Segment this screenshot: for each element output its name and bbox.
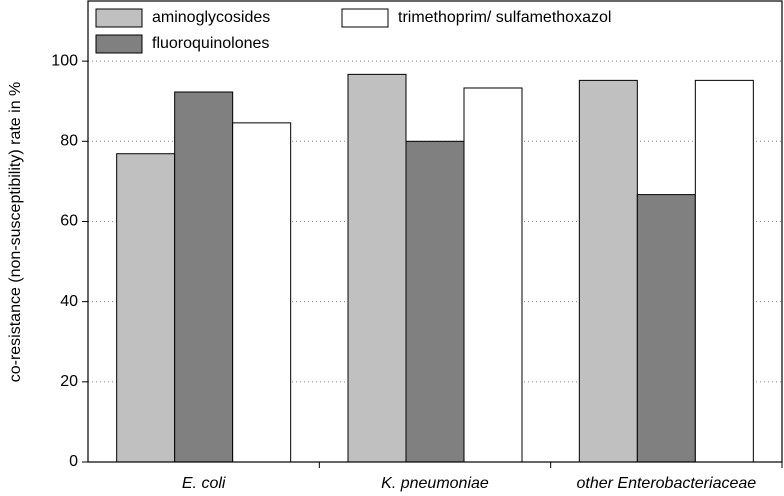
legend-label: trimethoprim/ sulfamethoxazol	[398, 9, 611, 26]
y-tick-label: 80	[60, 133, 78, 150]
y-tick-label: 0	[69, 453, 78, 470]
bar	[347, 73, 407, 463]
y-tick-label: 60	[60, 213, 78, 230]
bar	[578, 79, 638, 463]
bar	[636, 194, 696, 463]
legend-swatch	[341, 8, 389, 28]
y-tick-label: 40	[60, 293, 78, 310]
bar	[116, 153, 176, 463]
legend-label: aminoglycosides	[152, 9, 270, 26]
plot-frame	[87, 0, 783, 463]
bar	[232, 122, 292, 463]
x-tick-label: other Enterobacteriaceae	[576, 475, 756, 492]
legend-swatch	[95, 8, 143, 28]
bar	[463, 87, 523, 463]
y-tick-label: 20	[60, 373, 78, 390]
bar	[174, 91, 234, 463]
legend-label: fluoroquinolones	[152, 35, 269, 52]
bar	[694, 79, 754, 463]
x-tick-label: E. coli	[182, 475, 226, 492]
legend-swatch	[95, 34, 143, 54]
bar	[405, 140, 465, 463]
y-axis-label: co-resistance (non-susceptibility) rate …	[7, 82, 24, 383]
x-tick-label: K. pneumoniae	[381, 475, 489, 492]
y-tick-label: 100	[51, 52, 78, 69]
